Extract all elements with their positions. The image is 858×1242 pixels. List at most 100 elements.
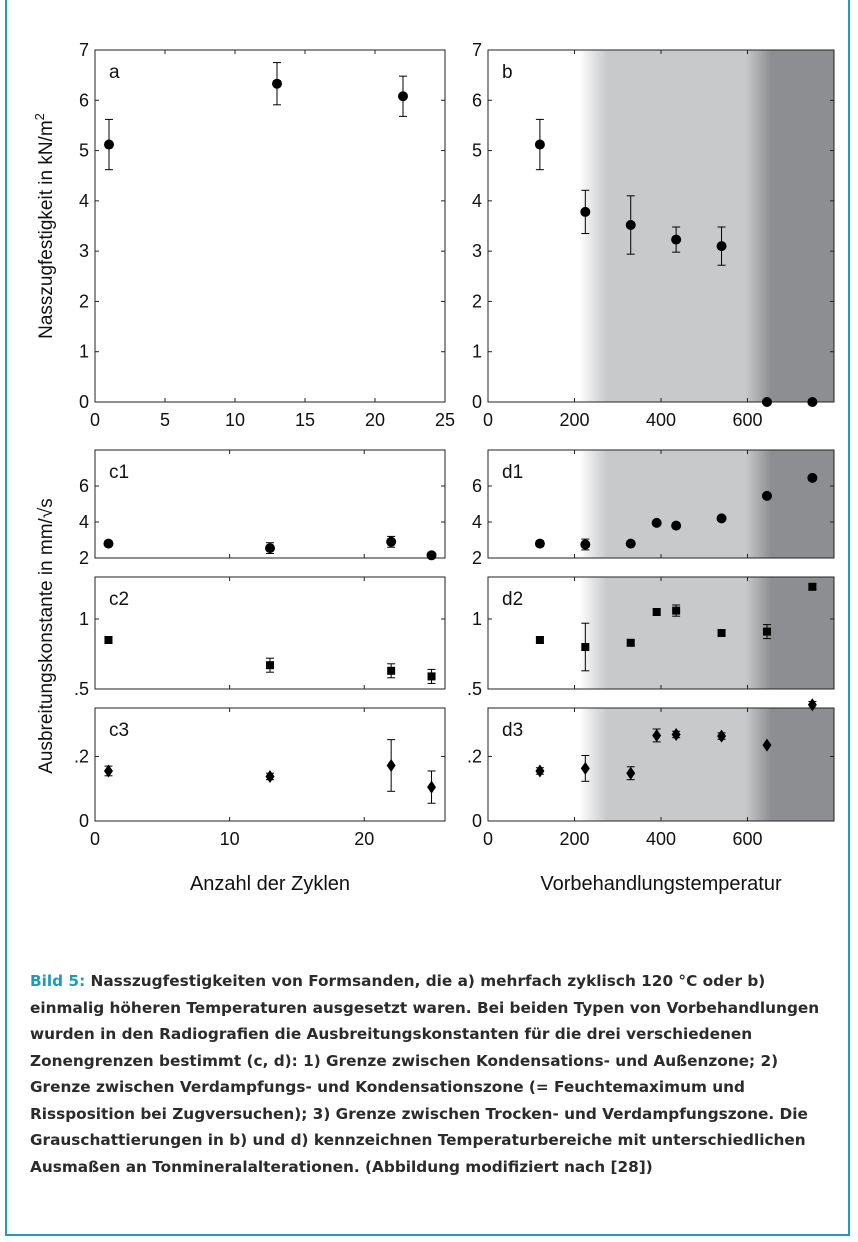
data-point <box>266 661 274 670</box>
y-tick-label: 1 <box>79 342 89 362</box>
y-tick-label: 4 <box>472 191 482 211</box>
data-point <box>265 769 275 783</box>
x-tick-label: 10 <box>220 829 240 849</box>
y-tick-label: 2 <box>79 548 89 568</box>
figure-caption: Bild 5: Nasszugfestigkeiten von Formsand… <box>30 968 825 1180</box>
y-tick-label: 6 <box>79 476 89 496</box>
y-tick-label: 0 <box>79 811 89 831</box>
data-point <box>427 672 436 681</box>
y-tick-label: 5 <box>472 141 482 161</box>
x-tick-label: 0 <box>90 829 100 849</box>
panel-label: d1 <box>502 462 523 483</box>
y-tick-label: 3 <box>472 241 482 261</box>
plot-frame <box>94 49 446 403</box>
data-point <box>626 766 636 780</box>
data-point <box>625 219 636 230</box>
y-axis-title-top-sup: 2 <box>32 113 47 120</box>
panel-d2: .5 1 d2 <box>467 576 835 699</box>
data-point <box>386 758 396 772</box>
data-point <box>580 539 591 550</box>
data-point <box>426 550 437 561</box>
y-tick-label: .5 <box>74 679 89 699</box>
data-point <box>671 727 681 741</box>
x-tick-label: 20 <box>354 829 374 849</box>
x-tick-label: 600 <box>732 829 762 849</box>
panel-d1: 2 4 6 d1 <box>472 449 835 568</box>
data-point <box>272 78 282 89</box>
data-point <box>652 608 661 616</box>
x-tick-label: 25 <box>435 410 455 430</box>
data-point <box>103 764 113 778</box>
panel-c2: .5 1 c2 <box>74 576 446 699</box>
y-tick-label: 1 <box>472 609 482 629</box>
y-tick-label: 0 <box>79 392 89 412</box>
y-tick-label: 6 <box>79 90 89 110</box>
data-point <box>672 606 681 615</box>
panel-c3: 0 .2 0 10 20 c3 <box>74 707 446 849</box>
data-point <box>580 206 591 217</box>
y-tick-label: 2 <box>79 291 89 311</box>
x-tick-label: 15 <box>295 410 315 430</box>
data-point <box>762 738 772 752</box>
data-point <box>427 780 437 794</box>
y-tick-label: 7 <box>79 40 89 60</box>
y-tick-label: .2 <box>467 746 482 766</box>
data-point <box>671 520 682 531</box>
data-point <box>671 234 682 245</box>
y-tick-label: 0 <box>472 392 482 412</box>
data-point <box>626 638 635 647</box>
data-point <box>104 636 113 644</box>
y-tick-label: 2 <box>472 291 482 311</box>
y-tick-label: 6 <box>472 90 482 110</box>
data-point <box>265 543 275 554</box>
panel-c1: 2 4 6 c1 <box>79 449 446 568</box>
panel-label: c1 <box>109 462 129 483</box>
panel-label: c3 <box>109 720 129 741</box>
plot-frame <box>94 576 446 690</box>
data-point <box>387 666 396 675</box>
panel-label: a <box>109 62 120 83</box>
data-point <box>717 629 726 637</box>
panel-label: b <box>502 62 513 83</box>
y-tick-label: .2 <box>74 746 89 766</box>
x-tick-label: 400 <box>646 829 676 849</box>
data-point <box>581 643 590 651</box>
x-tick-label: 400 <box>646 410 676 430</box>
data-point <box>104 139 114 150</box>
data-point <box>535 764 545 778</box>
plot-frame <box>94 707 446 822</box>
data-point <box>761 490 772 501</box>
y-tick-label: 5 <box>79 141 89 161</box>
x-tick-label: 600 <box>732 410 762 430</box>
y-tick-label: 4 <box>79 191 89 211</box>
y-tick-label: 3 <box>79 241 89 261</box>
data-point <box>762 627 771 636</box>
data-point <box>625 538 636 549</box>
plot-frame <box>94 449 446 559</box>
y-axis-title-bottom: Ausbreitungskonstante in mm/√s <box>36 498 57 774</box>
x-tick-label: 20 <box>365 410 385 430</box>
y-tick-label: 4 <box>79 512 89 532</box>
data-point <box>652 728 662 742</box>
data-point <box>534 139 545 150</box>
figure-frame <box>5 0 850 1236</box>
x-tick-label: 10 <box>225 410 245 430</box>
y-tick-label: 1 <box>79 609 89 629</box>
data-point <box>535 636 544 644</box>
data-point <box>716 241 727 252</box>
x-axis-title-left: Anzahl der Zyklen <box>190 873 350 895</box>
shade-region-dark <box>745 450 834 558</box>
data-point <box>103 538 114 549</box>
y-tick-label: 6 <box>472 476 482 496</box>
panel-a: 0 1 2 3 4 5 6 7 0 5 10 15 20 25 a <box>79 40 455 430</box>
data-point <box>761 397 772 407</box>
panel-d3: 0 .2 0 200 400 600 d3 <box>467 698 835 849</box>
x-axis-title-right: Vorbehandlungstemperatur <box>540 873 782 895</box>
data-point <box>717 729 727 743</box>
caption-text: Nasszugfestigkeiten von Formsanden, die … <box>30 972 820 1176</box>
x-tick-label: 200 <box>559 829 589 849</box>
shade-region-dark <box>745 708 834 821</box>
y-axis-title-top-main: Nasszugfestigkeit in kN/m <box>36 120 57 339</box>
panel-label: d2 <box>502 589 523 610</box>
